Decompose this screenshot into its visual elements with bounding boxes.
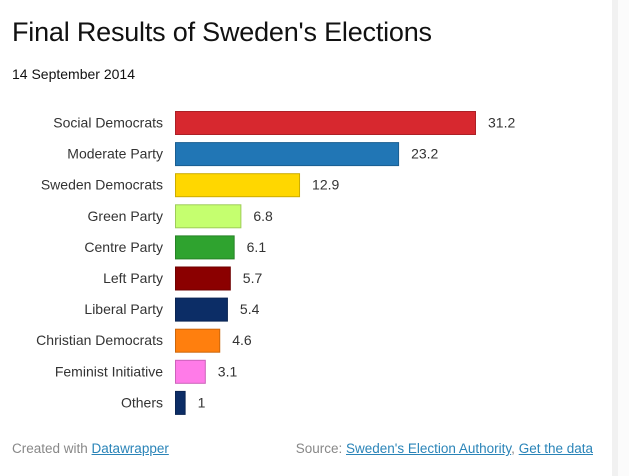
value-label: 23.2 [411, 146, 438, 162]
bar-row: Centre Party 6.1 [84, 235, 267, 260]
category-label: Green Party [88, 208, 163, 224]
category-label: Left Party [103, 270, 163, 286]
get-data-link[interactable]: Get the data [518, 441, 593, 456]
datawrapper-link[interactable]: Datawrapper [91, 441, 169, 456]
bar [175, 235, 235, 260]
source-link[interactable]: Sweden's Election Authority [346, 441, 512, 456]
footer-credit: Created with Datawrapper [12, 441, 169, 456]
chart-title: Final Results of Sweden's Elections [12, 17, 432, 47]
bar-row: Sweden Democrats 12.9 [41, 173, 340, 198]
bar-row: Left Party 5.7 [103, 266, 263, 291]
bar-chart: Social Democrats 31.2 Moderate Party 23.2 Sw… [36, 111, 515, 415]
bar [175, 266, 231, 291]
bar [175, 297, 228, 322]
value-label: 4.6 [232, 332, 252, 348]
bar-row: Liberal Party 5.4 [84, 297, 260, 322]
bar-row: Feminist Initiative 3.1 [55, 359, 238, 384]
bar-row: Social Democrats 31.2 [53, 111, 515, 135]
separator: , [511, 441, 519, 456]
bar-row: Moderate Party 23.2 [67, 142, 439, 167]
value-label: 5.4 [240, 301, 260, 317]
value-label: 6.8 [253, 208, 273, 224]
value-label: 12.9 [312, 177, 339, 193]
created-with-label: Created with [12, 441, 92, 456]
category-label: Social Democrats [53, 115, 163, 131]
value-label: 3.1 [218, 363, 238, 379]
chart-subtitle: 14 September 2014 [12, 66, 135, 82]
bar [175, 204, 242, 229]
bar [175, 328, 221, 353]
bar [175, 173, 301, 198]
value-label: 1 [198, 394, 206, 410]
bar [175, 359, 206, 384]
bar [175, 142, 400, 167]
category-label: Moderate Party [67, 146, 163, 162]
value-label: 31.2 [488, 115, 515, 131]
page-scroll-strip [612, 0, 629, 476]
footer-source: Source: Sweden's Election Authority, Get… [296, 441, 593, 456]
bar-row: Green Party 6.8 [88, 204, 273, 229]
category-label: Others [121, 394, 163, 410]
category-label: Christian Democrats [36, 332, 163, 348]
category-label: Liberal Party [84, 301, 163, 317]
bar-row: Christian Democrats 4.6 [36, 328, 252, 353]
bar-row: Others 1 [121, 390, 206, 415]
category-label: Feminist Initiative [55, 363, 163, 379]
source-label: Source: [295, 441, 346, 456]
value-label: 5.7 [243, 270, 263, 286]
category-label: Sweden Democrats [41, 177, 163, 193]
value-label: 6.1 [247, 239, 267, 255]
bar [175, 390, 186, 415]
category-label: Centre Party [84, 239, 163, 255]
bar [175, 111, 476, 135]
